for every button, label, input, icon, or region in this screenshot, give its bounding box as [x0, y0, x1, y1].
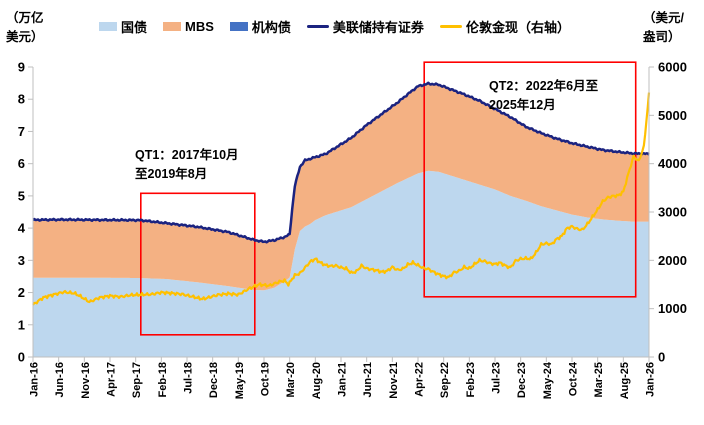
qt2-box: [423, 61, 637, 298]
x-axis-tick-label: Nov-21: [388, 362, 400, 399]
legend-swatch-gold: [439, 24, 462, 28]
treasury-area: [33, 170, 649, 357]
x-axis-tick-label: Mar-25: [593, 362, 605, 397]
legend-item-gold: 伦敦金现（右轴）: [439, 17, 570, 36]
x-axis-tick-label: Sep-22: [439, 362, 451, 398]
left-axis-tick-label: 9: [18, 60, 25, 75]
fed-total-line: [32, 81, 650, 244]
right-axis-tick-label: 1000: [658, 301, 687, 316]
x-axis-tick-label: Jan-26: [645, 362, 657, 397]
qt1-annotation-line2: 至2019年8月: [135, 166, 208, 181]
left-axis-tick-label: 0: [18, 350, 25, 365]
right-axis-tick-label: 2000: [658, 253, 687, 268]
right-axis-tick-label: 5000: [658, 108, 687, 123]
left-axis-tick-label: 5: [18, 188, 25, 203]
left-axis-unit-label: （万亿 美元）: [6, 9, 44, 47]
right-axis-unit-line1: （美元/: [643, 11, 684, 25]
legend-label-fed-total: 美联储持有证券: [332, 19, 424, 35]
x-axis-tick-label: Dec-18: [208, 362, 220, 398]
x-axis-tick-label: Jul-18: [183, 362, 195, 394]
legend-label-gold: 伦敦金现（右轴）: [465, 19, 570, 35]
legend-item-fed-total: 美联储持有证券: [306, 17, 424, 36]
mbs-area: [33, 84, 649, 291]
legend-label-agency: 机构债: [251, 19, 291, 35]
qt2-annotation-line1: QT2：2022年6月至: [489, 79, 599, 93]
left-axis-tick-label: 8: [18, 92, 25, 107]
legend-swatch-mbs: [163, 21, 182, 31]
legend-swatch-agency: [229, 21, 248, 31]
x-axis-tick-label: Nov-16: [80, 362, 92, 399]
legend-swatch-fed-total: [306, 24, 329, 28]
x-axis-tick-label: Mar-20: [285, 362, 297, 397]
left-axis-tick-label: 6: [18, 156, 25, 171]
left-axis-unit-line2: 美元）: [6, 29, 44, 44]
qt1-box: [140, 192, 256, 336]
x-axis-tick-label: Aug-25: [619, 362, 631, 399]
x-axis-tick-label: May-19: [234, 362, 246, 399]
legend-item-mbs: MBS: [163, 19, 214, 34]
right-axis-tick-label: 6000: [658, 60, 687, 75]
x-axis-tick-label: Aug-20: [311, 362, 323, 399]
x-axis-tick-label: Feb-23: [465, 362, 477, 397]
legend-label-mbs: MBS: [185, 18, 214, 34]
qt1-annotation: QT1：2017年10月 至2019年8月: [135, 146, 239, 184]
gold-line: [32, 92, 651, 306]
x-axis-tick-label: Oct-19: [260, 362, 272, 396]
legend-label-treasury: 国债: [121, 19, 148, 35]
right-axis-tick-label: 3000: [658, 205, 687, 220]
qt1-annotation-line1: QT1：2017年10月: [135, 148, 239, 162]
x-axis-tick-label: Oct-24: [568, 361, 580, 396]
right-axis-unit-line2: 盎司）: [643, 29, 681, 44]
qt2-annotation: QT2：2022年6月至 2025年12月: [489, 77, 598, 115]
left-axis-tick-label: 3: [18, 253, 25, 268]
right-axis-unit-label: （美元/ 盎司）: [643, 9, 701, 47]
legend-item-treasury: 国债: [99, 17, 147, 36]
x-axis-tick-label: May-24: [542, 361, 554, 399]
left-axis-unit-line1: （万亿: [6, 11, 44, 25]
qt2-annotation-line2: 2025年12月: [489, 97, 556, 112]
x-axis-tick-label: Feb-18: [157, 362, 169, 397]
x-axis-tick-label: Jun-16: [54, 362, 66, 397]
right-axis-tick-label: 0: [658, 350, 665, 365]
legend-item-agency: 机构债: [229, 17, 291, 36]
x-axis-tick-label: Jun-21: [362, 362, 374, 397]
legend: 国债 MBS 机构债 美联储持有证券 伦敦金现（右轴）: [99, 17, 570, 35]
left-axis-tick-label: 2: [18, 285, 25, 300]
left-axis-tick-label: 7: [18, 124, 25, 139]
x-axis-tick-label: Dec-23: [516, 362, 528, 398]
x-axis-tick-label: Apr-22: [414, 362, 426, 397]
right-axis-tick-label: 4000: [658, 156, 687, 171]
legend-swatch-treasury: [99, 21, 117, 31]
left-axis-tick-label: 4: [18, 221, 26, 236]
x-axis-tick-label: Jan-16: [29, 362, 41, 397]
x-axis-tick-label: Jul-23: [491, 362, 503, 394]
x-axis-tick-label: Apr-17: [106, 362, 118, 397]
left-axis-tick-label: 1: [18, 317, 25, 332]
x-axis-tick-label: Sep-17: [131, 362, 143, 398]
x-axis-tick-label: Jan-21: [337, 362, 349, 397]
